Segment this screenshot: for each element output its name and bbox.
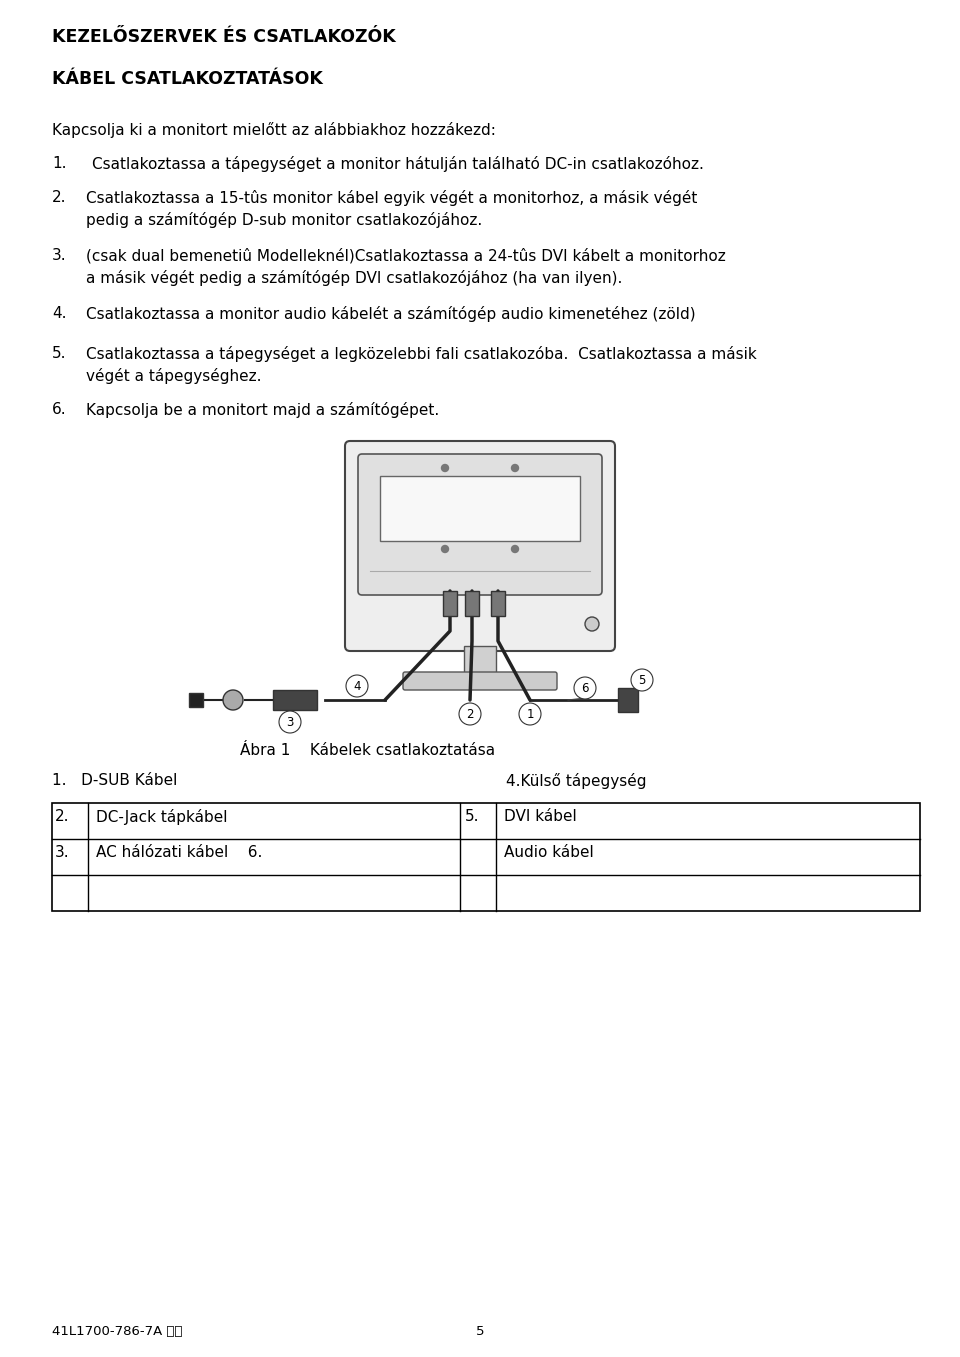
Text: Csatlakoztassa a tápegységet a legközelebbi fali csatlakozóba.  Csatlakoztassa a: Csatlakoztassa a tápegységet a legközele… (86, 346, 756, 362)
Circle shape (442, 546, 448, 552)
Text: 1: 1 (526, 707, 534, 721)
Circle shape (442, 464, 448, 471)
Text: 5: 5 (476, 1324, 484, 1338)
Text: 3.: 3. (55, 845, 70, 860)
Text: (csak dual bemenetiû Modelleknél)Csatlakoztassa a 24-tûs DVI kábelt a monitorhoz: (csak dual bemenetiû Modelleknél)Csatlak… (86, 248, 726, 263)
Bar (464, 646, 496, 674)
Bar (491, 592, 505, 616)
Circle shape (279, 711, 301, 733)
Text: KÁBEL CSATLAKOZTATÁSOK: KÁBEL CSATLAKOZTATÁSOK (52, 71, 323, 88)
Text: Kapcsolja ki a monitort mielőtt az alábbiakhoz hozzákezd:: Kapcsolja ki a monitort mielőtt az alább… (52, 122, 496, 138)
Text: 1.: 1. (52, 156, 66, 171)
Text: DVI kábel: DVI kábel (504, 809, 577, 824)
Text: 2: 2 (467, 707, 473, 721)
Text: 6.: 6. (52, 402, 66, 417)
FancyBboxPatch shape (403, 672, 557, 689)
Text: Audio kábel: Audio kábel (504, 845, 593, 860)
Text: végét a tápegységhez.: végét a tápegységhez. (86, 368, 261, 384)
Text: 2.: 2. (55, 809, 69, 824)
Text: Csatlakoztassa a tápegységet a monitor hátulján található DC-in csatlakozóhoz.: Csatlakoztassa a tápegységet a monitor h… (92, 156, 704, 172)
Circle shape (459, 703, 481, 725)
Text: 4.Külső tápegység: 4.Külső tápegység (506, 773, 646, 788)
Text: 3.: 3. (52, 248, 66, 263)
Text: 41L1700-786-7A 英文: 41L1700-786-7A 英文 (52, 1324, 182, 1338)
Text: 5.: 5. (465, 809, 479, 824)
Text: 5.: 5. (52, 346, 66, 361)
Circle shape (346, 674, 368, 697)
Circle shape (585, 617, 599, 631)
Bar (273, 689, 317, 710)
Text: AC hálózati kábel    6.: AC hálózati kábel 6. (96, 845, 262, 860)
Circle shape (512, 464, 518, 471)
Circle shape (519, 703, 541, 725)
Circle shape (223, 689, 243, 710)
Text: KEZELŐSZERVEK ÉS CSATLAKOZÓK: KEZELŐSZERVEK ÉS CSATLAKOZÓK (52, 28, 396, 46)
Circle shape (512, 546, 518, 552)
Text: Csatlakoztassa a 15-tûs monitor kábel egyik végét a monitorhoz, a másik végét: Csatlakoztassa a 15-tûs monitor kábel eg… (86, 190, 697, 206)
Bar (380, 476, 580, 541)
Text: 3: 3 (286, 715, 294, 729)
Text: Csatlakoztassa a monitor audio kábelét a számítógép audio kimenetéhez (zöld): Csatlakoztassa a monitor audio kábelét a… (86, 305, 696, 322)
Bar (189, 693, 203, 707)
Circle shape (574, 677, 596, 699)
Text: pedig a számítógép D-sub monitor csatlakozójához.: pedig a számítógép D-sub monitor csatlak… (86, 212, 482, 228)
Text: a másik végét pedig a számítógép DVI csatlakozójához (ha van ilyen).: a másik végét pedig a számítógép DVI csa… (86, 270, 622, 286)
FancyBboxPatch shape (345, 441, 615, 651)
Text: 6: 6 (581, 681, 588, 695)
Text: 4.: 4. (52, 305, 66, 322)
Text: 5: 5 (638, 673, 646, 687)
FancyBboxPatch shape (358, 455, 602, 594)
Text: Kapcsolja be a monitort majd a számítógépet.: Kapcsolja be a monitort majd a számítógé… (86, 402, 440, 418)
Text: DC-Jack tápkábel: DC-Jack tápkábel (96, 809, 228, 825)
Text: 1.   D-SUB Kábel: 1. D-SUB Kábel (52, 773, 178, 788)
Text: Ábra 1    Kábelek csatlakoztatása: Ábra 1 Kábelek csatlakoztatása (240, 744, 495, 759)
Bar (443, 592, 457, 616)
Text: 4: 4 (353, 680, 361, 692)
Circle shape (631, 669, 653, 691)
Bar (465, 592, 479, 616)
Bar (52, 803, 920, 911)
Text: 2.: 2. (52, 190, 66, 205)
Bar (618, 688, 638, 712)
